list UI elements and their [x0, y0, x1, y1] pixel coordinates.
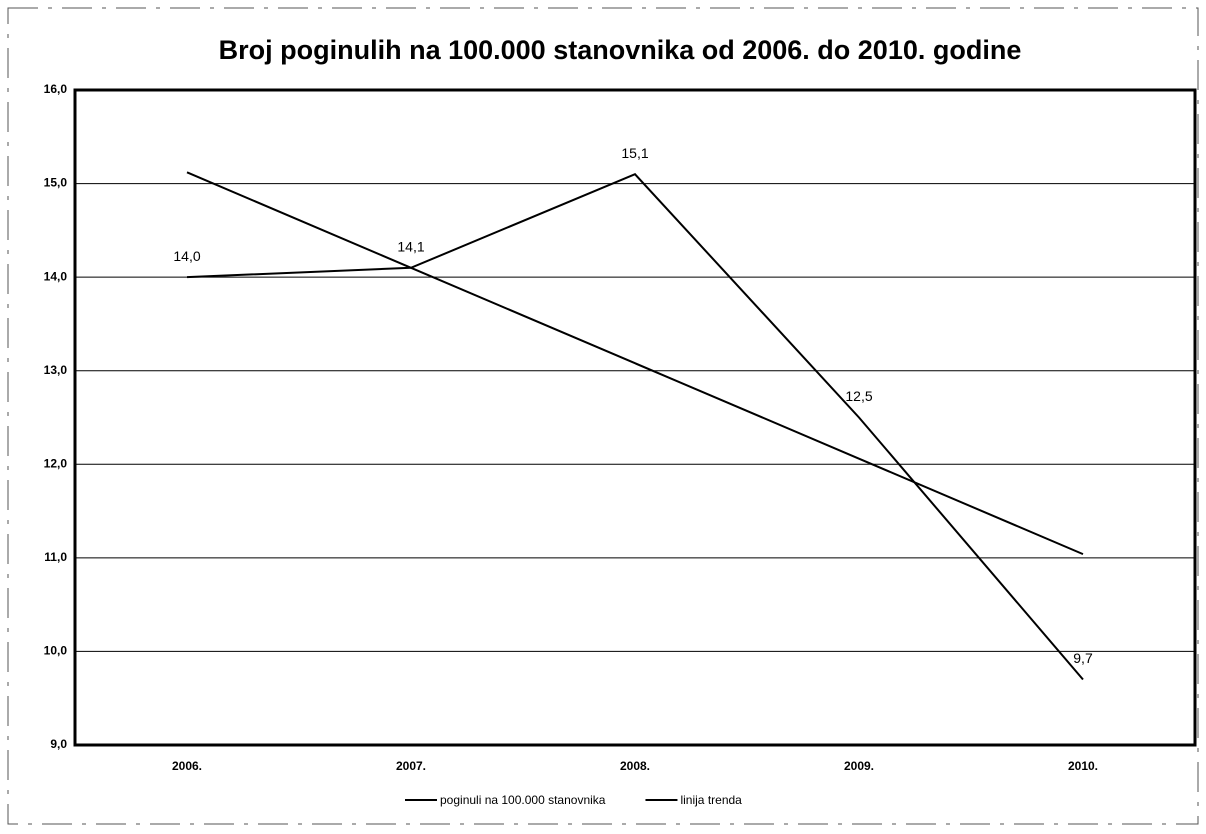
data-label: 9,7 — [1073, 650, 1093, 666]
x-tick-label: 2009. — [844, 759, 874, 773]
y-tick-label: 11,0 — [44, 550, 67, 564]
data-label: 15,1 — [621, 145, 648, 161]
chart-border — [7, 7, 1199, 825]
plot-border — [73, 88, 1197, 747]
y-tick-label: 10,0 — [44, 644, 68, 658]
data-label: 14,0 — [173, 248, 200, 264]
y-tick-label: 9,0 — [50, 737, 67, 751]
data-label: 14,1 — [397, 238, 424, 254]
y-tick-label: 15,0 — [44, 176, 68, 190]
legend-label: poginuli na 100.000 stanovnika — [440, 793, 606, 807]
x-tick-label: 2010. — [1068, 759, 1098, 773]
chart-title: Broj poginulih na 100.000 stanovnika od … — [219, 35, 1022, 65]
y-tick-label: 14,0 — [44, 269, 68, 283]
legend-label: linija trenda — [680, 793, 742, 807]
x-tick-label: 2006. — [172, 759, 202, 773]
y-tick-label: 13,0 — [44, 363, 68, 377]
line-series — [186, 173, 1084, 681]
x-tick-label: 2007. — [396, 759, 426, 773]
y-tick-label: 12,0 — [44, 456, 68, 470]
y-tick-label: 16,0 — [44, 82, 68, 96]
line-series — [186, 171, 1084, 556]
data-label: 12,5 — [845, 388, 872, 404]
x-tick-label: 2008. — [620, 759, 650, 773]
